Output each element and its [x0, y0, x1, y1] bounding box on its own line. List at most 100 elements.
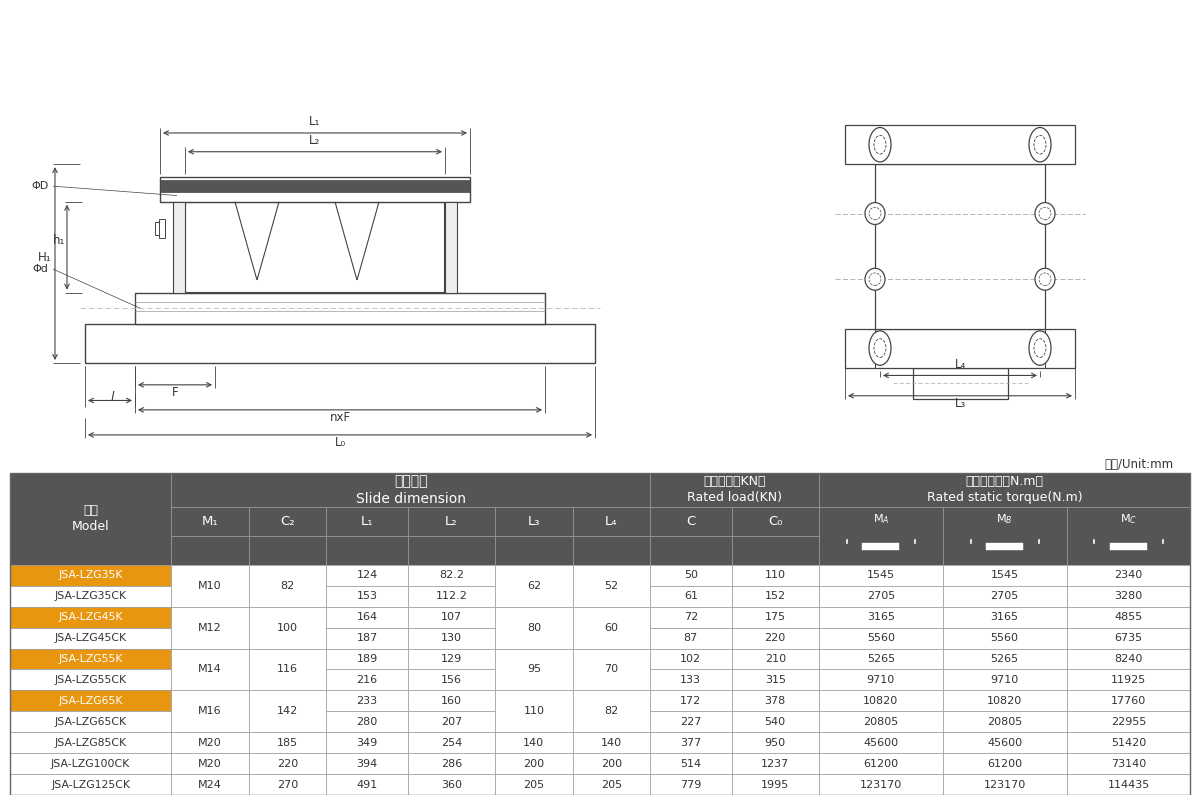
Bar	[10, 669, 172, 690]
Circle shape	[1030, 127, 1051, 162]
Text: JSA-LZG35CK: JSA-LZG35CK	[54, 591, 126, 601]
Text: M₁: M₁	[202, 515, 218, 528]
Text: M16: M16	[198, 706, 222, 716]
Bar	[496, 732, 572, 753]
Bar	[732, 712, 818, 732]
Text: 142: 142	[277, 706, 298, 716]
Bar	[408, 537, 496, 564]
Text: Φd: Φd	[32, 264, 48, 274]
Bar	[943, 732, 1067, 753]
Text: 1545: 1545	[990, 570, 1019, 580]
Bar	[818, 564, 943, 586]
Text: 160: 160	[442, 696, 462, 706]
Text: M$_{C}$: M$_{C}$	[1120, 513, 1138, 526]
Bar	[408, 774, 496, 795]
Text: C: C	[686, 515, 696, 528]
Bar	[248, 649, 326, 690]
Bar	[650, 669, 732, 690]
Text: 70: 70	[604, 665, 618, 674]
Text: 额定静力矩（N.m）
Rated static torque(N.m): 额定静力矩（N.m） Rated static torque(N.m)	[926, 475, 1082, 505]
Bar	[248, 507, 326, 537]
Bar	[943, 690, 1067, 712]
Bar	[1067, 586, 1190, 607]
Text: 87: 87	[684, 633, 698, 643]
Text: 227: 227	[680, 717, 702, 727]
Bar	[1067, 732, 1190, 753]
Text: JSA-LZG100CK: JSA-LZG100CK	[50, 758, 130, 769]
Bar	[10, 607, 172, 627]
Text: 172: 172	[680, 696, 702, 706]
Text: JSA-LZG55CK: JSA-LZG55CK	[54, 675, 126, 685]
Text: M20: M20	[198, 758, 222, 769]
Bar	[650, 753, 732, 774]
Text: 123170: 123170	[859, 780, 902, 789]
Text: M12: M12	[198, 622, 222, 633]
Text: 62: 62	[527, 580, 541, 591]
Bar	[1067, 649, 1190, 669]
Bar	[326, 669, 408, 690]
Text: 51420: 51420	[1111, 738, 1146, 747]
Text: L₄: L₄	[605, 515, 618, 528]
Text: 额定载荷（KN）
Rated load(KN): 额定载荷（KN） Rated load(KN)	[686, 475, 782, 505]
Text: 61200: 61200	[988, 758, 1022, 769]
Bar	[818, 753, 943, 774]
Ellipse shape	[869, 273, 881, 285]
Text: 82.2: 82.2	[439, 570, 464, 580]
Bar	[1067, 753, 1190, 774]
Text: 130: 130	[442, 633, 462, 643]
Bar	[496, 753, 572, 774]
Circle shape	[874, 135, 886, 154]
Text: 82: 82	[604, 706, 618, 716]
Bar	[134, 293, 545, 324]
Ellipse shape	[1034, 268, 1055, 290]
Bar	[10, 732, 172, 753]
Bar	[650, 507, 732, 537]
Circle shape	[869, 127, 890, 162]
Text: 3280: 3280	[1115, 591, 1142, 601]
Bar	[572, 774, 650, 795]
Bar	[650, 537, 732, 564]
Bar	[818, 732, 943, 753]
Text: 50: 50	[684, 570, 697, 580]
Text: 45600: 45600	[988, 738, 1022, 747]
Bar	[248, 537, 326, 564]
Bar	[158, 219, 166, 238]
Bar	[10, 690, 172, 712]
Bar	[818, 690, 943, 712]
Bar	[818, 774, 943, 795]
Text: 2705: 2705	[866, 591, 895, 601]
Text: L₃: L₃	[528, 515, 540, 528]
Bar	[172, 774, 248, 795]
Bar	[732, 669, 818, 690]
Text: 124: 124	[356, 570, 378, 580]
Text: C₂: C₂	[281, 515, 295, 528]
Ellipse shape	[1039, 207, 1051, 219]
Text: 110: 110	[523, 706, 545, 716]
Text: 254: 254	[440, 738, 462, 747]
Bar	[408, 507, 496, 537]
Bar	[185, 202, 445, 293]
Text: 110: 110	[764, 570, 786, 580]
Text: l: l	[110, 391, 114, 404]
Text: C₀: C₀	[768, 515, 782, 528]
Text: 349: 349	[356, 738, 378, 747]
Text: JSA-LZG125CK: JSA-LZG125CK	[52, 780, 130, 789]
Bar	[172, 607, 248, 649]
Bar	[326, 564, 408, 586]
Bar	[173, 202, 185, 293]
Ellipse shape	[1039, 273, 1051, 285]
Bar	[650, 627, 732, 649]
Text: M24: M24	[198, 780, 222, 789]
Text: 210: 210	[764, 654, 786, 664]
Bar	[818, 586, 943, 607]
Text: 200: 200	[523, 758, 545, 769]
Bar	[496, 774, 572, 795]
Text: nxF: nxF	[330, 411, 350, 424]
Text: JSA-LZG85CK: JSA-LZG85CK	[54, 738, 126, 747]
Text: 6735: 6735	[1115, 633, 1142, 643]
Bar	[326, 586, 408, 607]
Bar	[943, 774, 1067, 795]
Bar	[248, 607, 326, 649]
Text: 216: 216	[356, 675, 378, 685]
Bar	[732, 774, 818, 795]
